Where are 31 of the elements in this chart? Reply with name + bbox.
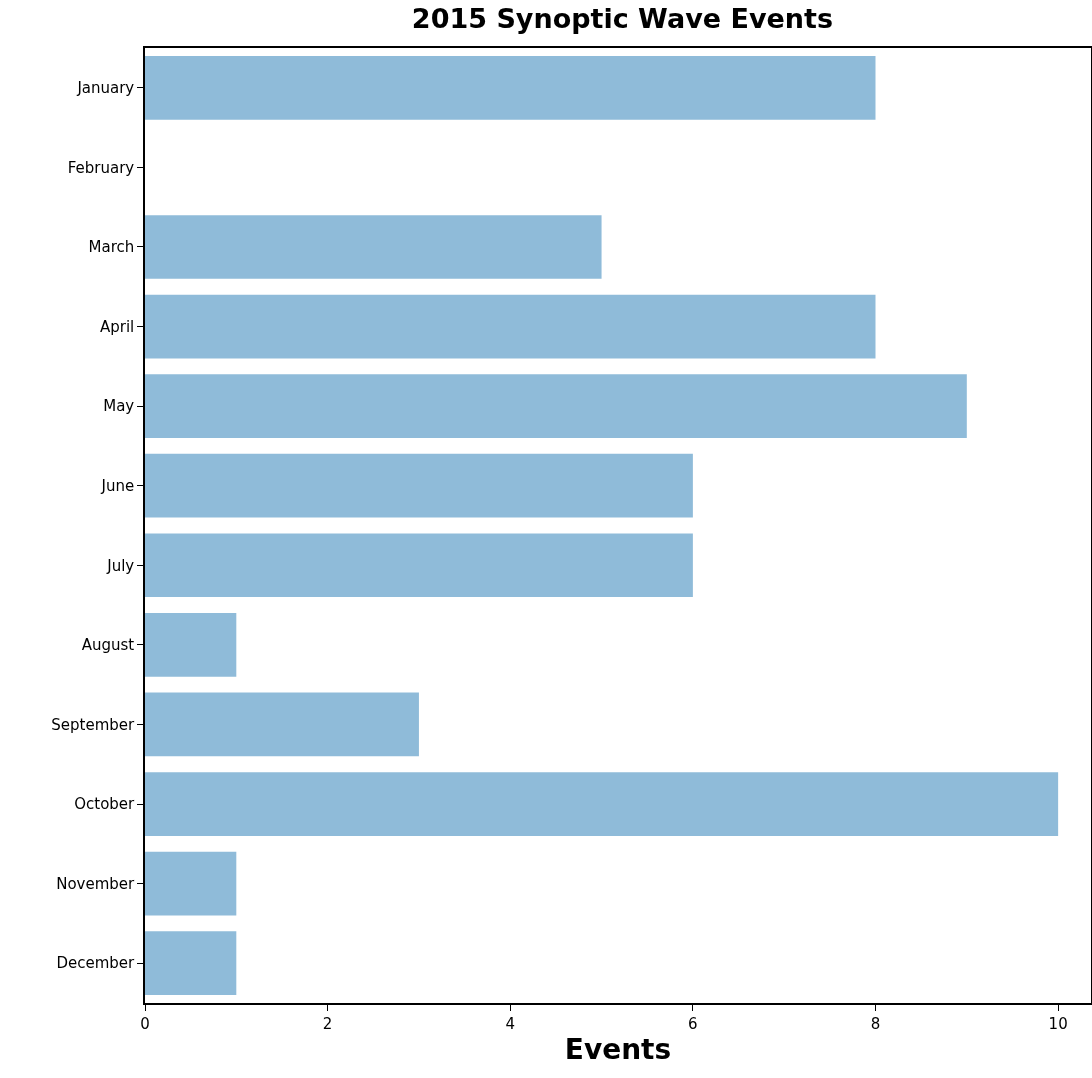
x-tick-label: 10 <box>1048 1014 1068 1033</box>
bar <box>145 294 876 359</box>
bar <box>145 533 693 598</box>
bar <box>145 215 602 279</box>
y-tick-label: August <box>81 636 135 655</box>
y-tick-label: February <box>67 158 135 177</box>
y-tick-label: November <box>56 874 136 893</box>
bar <box>145 931 237 996</box>
bar <box>145 374 967 438</box>
x-tick-label: 4 <box>505 1014 516 1033</box>
y-tick-label: May <box>103 397 135 416</box>
x-tick-label: 0 <box>140 1014 150 1033</box>
y-tick-label: October <box>74 795 136 814</box>
y-tick-label: June <box>100 476 135 495</box>
y-tick-label: July <box>106 556 135 575</box>
y-tick-label: September <box>51 715 136 734</box>
y-tick-label: March <box>88 238 135 257</box>
bar <box>145 453 693 518</box>
y-tick-label: April <box>99 317 135 336</box>
x-axis-title: Events <box>564 1033 672 1067</box>
bar <box>145 851 237 916</box>
bar <box>145 55 876 120</box>
y-tick-label: December <box>56 954 136 973</box>
x-tick-label: 6 <box>688 1014 698 1033</box>
x-tick-label: 2 <box>322 1014 333 1033</box>
bar <box>145 613 237 677</box>
bar <box>145 772 1059 836</box>
chart-title: 2015 Synoptic Wave Events <box>411 2 834 34</box>
y-tick-label: January <box>76 79 135 98</box>
x-tick-label: 8 <box>870 1014 881 1033</box>
bar <box>145 692 419 757</box>
